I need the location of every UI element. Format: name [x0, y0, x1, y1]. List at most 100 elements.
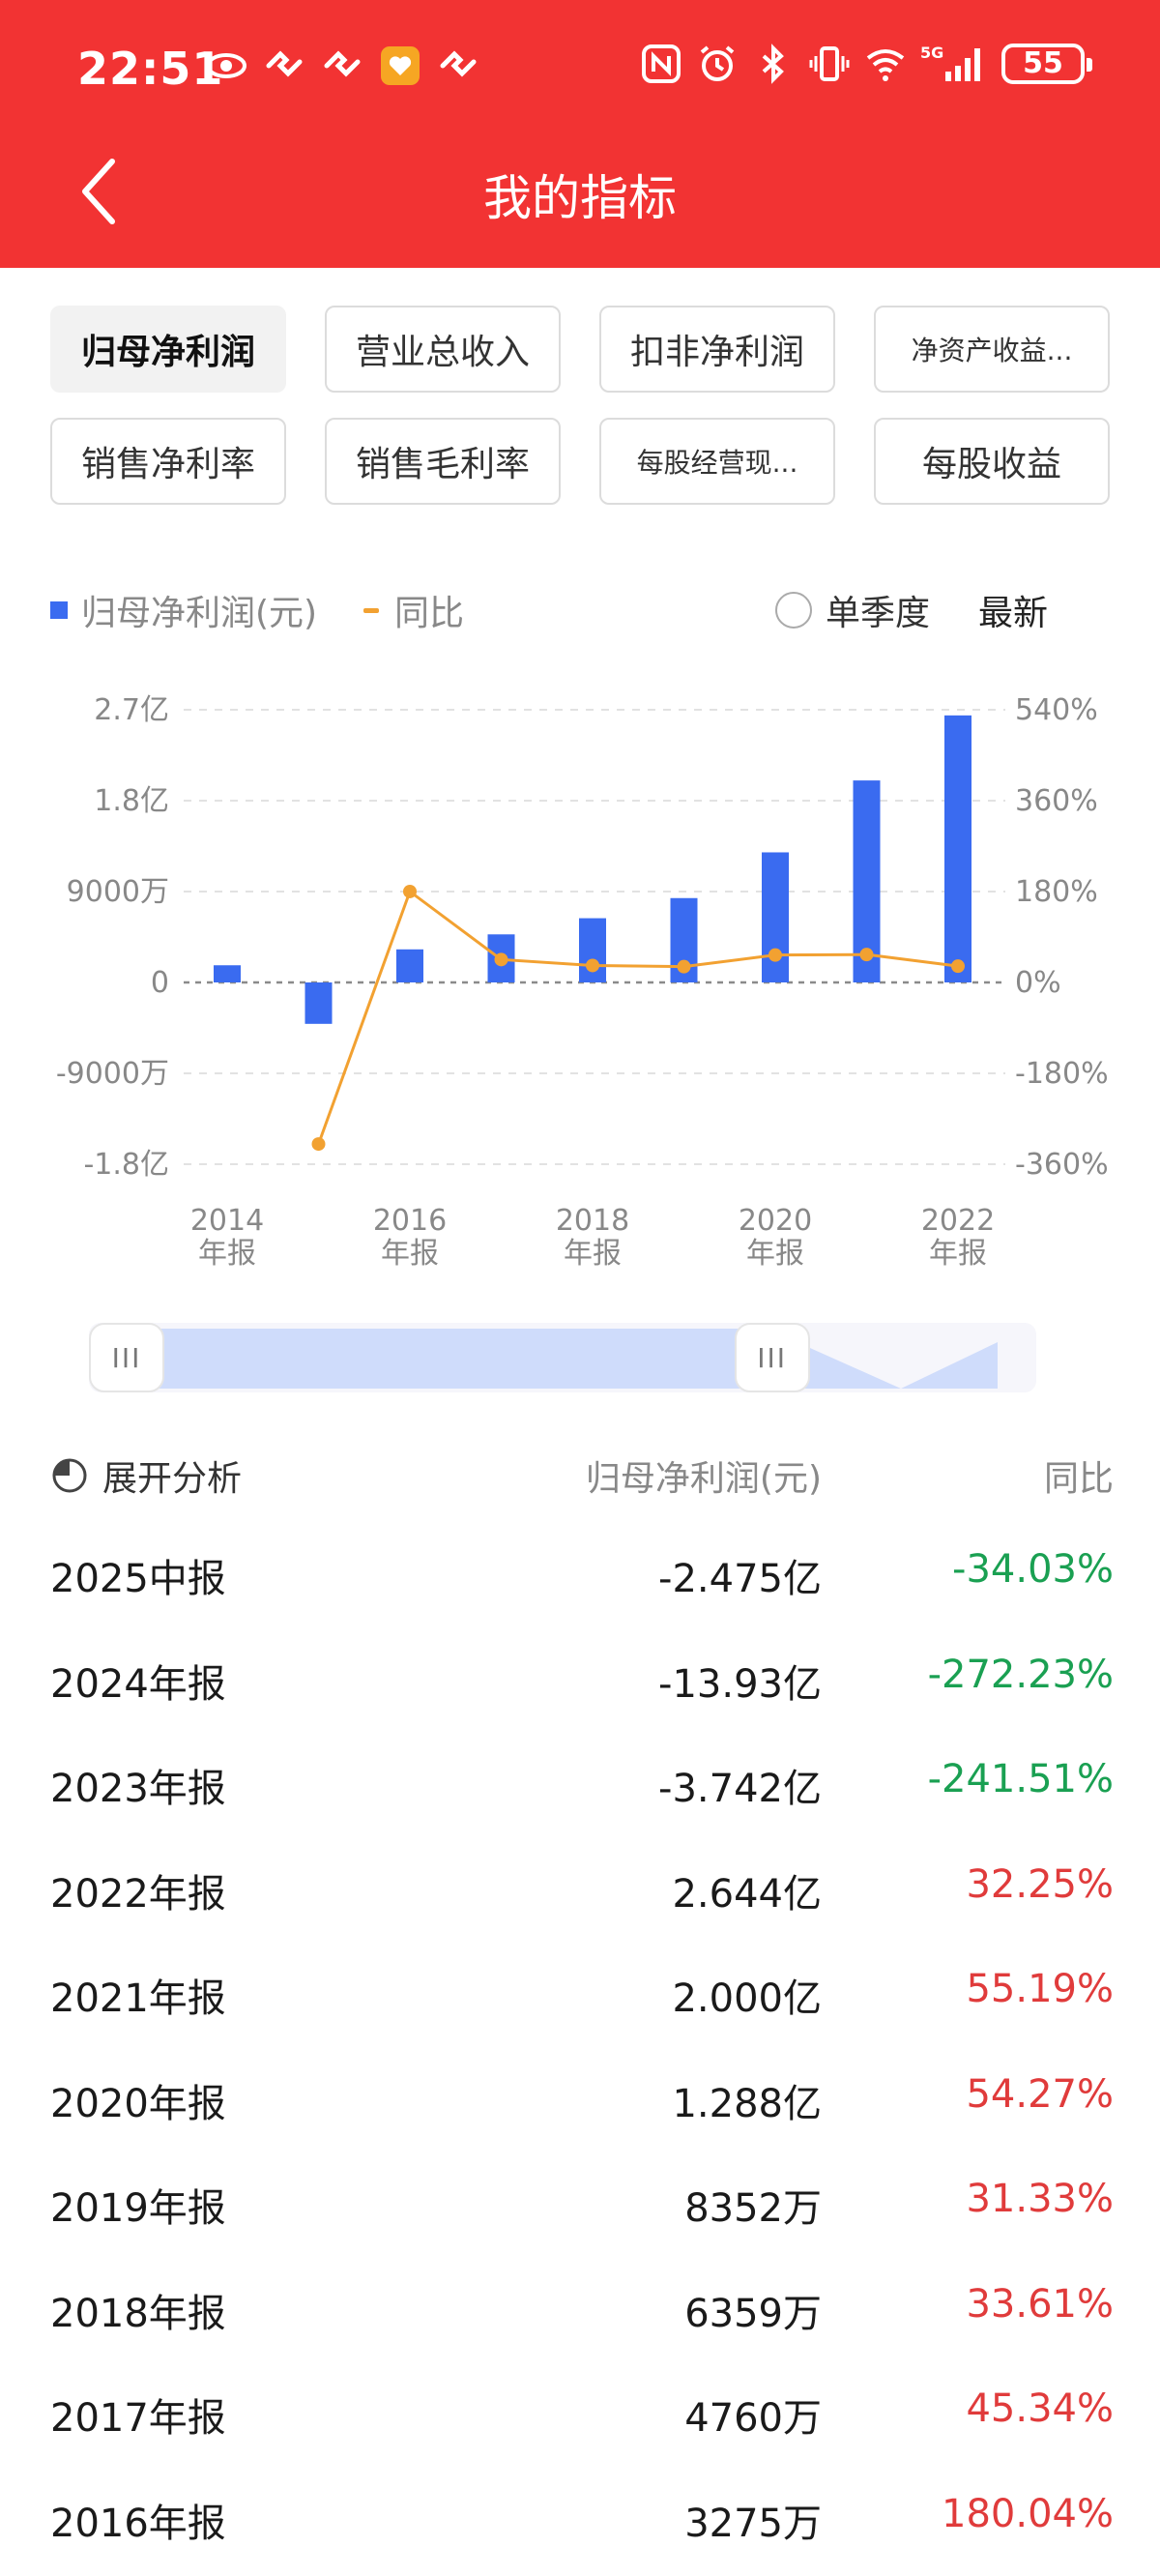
x-tick-suffix: 年报: [746, 1237, 804, 1271]
y-left-tick-label: 0: [151, 966, 169, 1000]
table-row[interactable]: 2023年报 -3.742亿 -241.51%: [50, 1757, 1114, 1862]
status-bar: 22:51: [0, 0, 1160, 145]
app-notify-icon: [437, 44, 479, 87]
legend-bar-label: 归母净利润(元): [81, 594, 318, 633]
y-left-tick-label: -1.8亿: [83, 1148, 169, 1182]
legend-line-series[interactable]: 同比: [363, 585, 464, 635]
row-value: 1.288亿: [672, 2081, 822, 2126]
chip-deducted-net-profit[interactable]: 扣非净利润: [599, 306, 835, 393]
row-value: 2.644亿: [672, 1871, 822, 1917]
y-right-tick-label: 0%: [1015, 966, 1061, 1000]
row-value: 6359万: [684, 2291, 822, 2336]
app-header: 22:51: [0, 0, 1160, 268]
chip-roe[interactable]: 净资产收益...: [874, 306, 1110, 393]
y-left-tick-label: 1.8亿: [94, 784, 169, 818]
row-value: 8352万: [684, 2186, 822, 2231]
x-tick-suffix: 年报: [381, 1237, 439, 1271]
chip-net-margin[interactable]: 销售净利率: [50, 418, 286, 505]
chip-total-revenue[interactable]: 营业总收入: [325, 306, 561, 393]
pie-chart-icon: [52, 1458, 87, 1493]
single-quarter-label: 单季度: [826, 594, 931, 633]
x-tick-year: 2016: [373, 1204, 447, 1238]
chip-operating-cashflow-per-share[interactable]: 每股经营现...: [599, 418, 835, 505]
row-yoy: -34.03%: [952, 1547, 1114, 1592]
back-button[interactable]: [68, 155, 130, 228]
expand-analysis-button[interactable]: 展开分析: [50, 1450, 242, 1501]
vibrate-icon: [808, 43, 851, 85]
row-period: 2025中报: [50, 1557, 226, 1601]
eye-icon: [205, 44, 247, 87]
nfc-icon: [640, 43, 682, 85]
table-row[interactable]: 2017年报 4760万 45.34%: [50, 2386, 1114, 2492]
row-period: 2019年报: [50, 2186, 226, 2231]
legend-bar-series[interactable]: 归母净利润(元): [50, 585, 317, 635]
chip-gross-margin[interactable]: 销售毛利率: [325, 418, 561, 505]
metric-chips: 归母净利润 营业总收入 扣非净利润 净资产收益... 销售净利率 销售毛利率 每…: [50, 306, 1114, 505]
app-notify-icon: [263, 44, 305, 87]
alarm-icon: [696, 43, 739, 85]
row-period: 2023年报: [50, 1767, 226, 1811]
yoy-point: [403, 884, 417, 898]
row-yoy: 33.61%: [966, 2281, 1114, 2327]
row-value: 2.000亿: [672, 1976, 822, 2021]
chip-net-profit[interactable]: 归母净利润: [50, 306, 286, 393]
table-row[interactable]: 2024年报 -13.93亿 -272.23%: [50, 1653, 1114, 1758]
row-period: 2021年报: [50, 1976, 226, 2021]
x-tick-year: 2018: [556, 1204, 629, 1238]
yoy-point: [586, 958, 599, 973]
legend-line-swatch: [363, 607, 379, 613]
chart-bar: [762, 852, 789, 982]
y-right-tick-label: 180%: [1015, 875, 1098, 909]
bluetooth-icon: [752, 43, 795, 85]
chart-bar: [944, 715, 972, 982]
row-period: 2024年报: [50, 1661, 226, 1707]
row-period: 2016年报: [50, 2501, 226, 2546]
chart-svg: 2.7亿 1.8亿 9000万 0 -9000万 -1.8亿 540% 360% 180% 0% -…: [56, 693, 1109, 1271]
chart-bar: [396, 949, 423, 982]
table-row[interactable]: 2022年报 2.644亿 32.25%: [50, 1862, 1114, 1968]
table-row[interactable]: 2018年报 6359万 33.61%: [50, 2282, 1114, 2387]
table-row[interactable]: 2021年报 2.000亿 55.19%: [50, 1967, 1114, 2072]
status-right-icons: 5G 55: [640, 43, 1092, 85]
range-slider[interactable]: III III: [89, 1319, 1036, 1396]
table-row[interactable]: 2019年报 8352万 31.33%: [50, 2177, 1114, 2282]
table-row[interactable]: 2016年报 3275万 180.04%: [50, 2492, 1114, 2576]
single-quarter-toggle[interactable]: 单季度: [775, 585, 930, 635]
range-track: [89, 1323, 1036, 1392]
chip-eps[interactable]: 每股收益: [874, 418, 1110, 505]
yoy-point: [859, 948, 874, 962]
y-right-tick-label: -180%: [1015, 1057, 1109, 1091]
table-row[interactable]: 2025中报 -2.475亿 -34.03%: [50, 1547, 1114, 1653]
yoy-point: [768, 948, 782, 962]
row-period: 2022年报: [50, 1871, 226, 1917]
yoy-point: [494, 952, 508, 967]
x-tick-suffix: 年报: [929, 1237, 987, 1271]
range-handle-left[interactable]: III: [89, 1323, 164, 1392]
row-value: -2.475亿: [658, 1557, 822, 1601]
profit-chart[interactable]: 2.7亿 1.8亿 9000万 0 -9000万 -1.8亿 540% 360% 180% 0% -…: [0, 667, 1160, 1296]
expand-analysis-label: 展开分析: [102, 1459, 243, 1499]
chart-bar: [579, 918, 606, 982]
latest-button[interactable]: 最新: [978, 594, 1049, 633]
yoy-point: [951, 959, 965, 974]
y-left-tick-label: -9000万: [56, 1057, 169, 1091]
legend-bar-swatch: [50, 601, 68, 619]
row-yoy: 31.33%: [966, 2177, 1114, 2221]
x-tick-year: 2020: [739, 1204, 812, 1238]
data-table: 2025中报 -2.475亿 -34.03% 2024年报 -13.93亿 -272.23…: [50, 1547, 1114, 2576]
status-time: 22:51: [77, 43, 224, 95]
yoy-line: [317, 889, 959, 1145]
signal-icon: 5G: [920, 43, 988, 85]
row-period: 2017年报: [50, 2396, 226, 2441]
table-row[interactable]: 2020年报 1.288亿 54.27%: [50, 2072, 1114, 2178]
value-column-header: 归母净利润(元): [585, 1459, 822, 1499]
y-right-tick-label: 360%: [1015, 784, 1098, 818]
app-notify-icon: [321, 44, 363, 87]
row-yoy: 180.04%: [942, 2491, 1114, 2536]
row-value: 3275万: [684, 2501, 822, 2546]
status-left-icons: [205, 44, 479, 87]
range-handle-right[interactable]: III: [734, 1323, 810, 1392]
yoy-point: [677, 959, 691, 974]
row-period: 2018年报: [50, 2291, 226, 2336]
radio-icon[interactable]: [775, 592, 812, 629]
